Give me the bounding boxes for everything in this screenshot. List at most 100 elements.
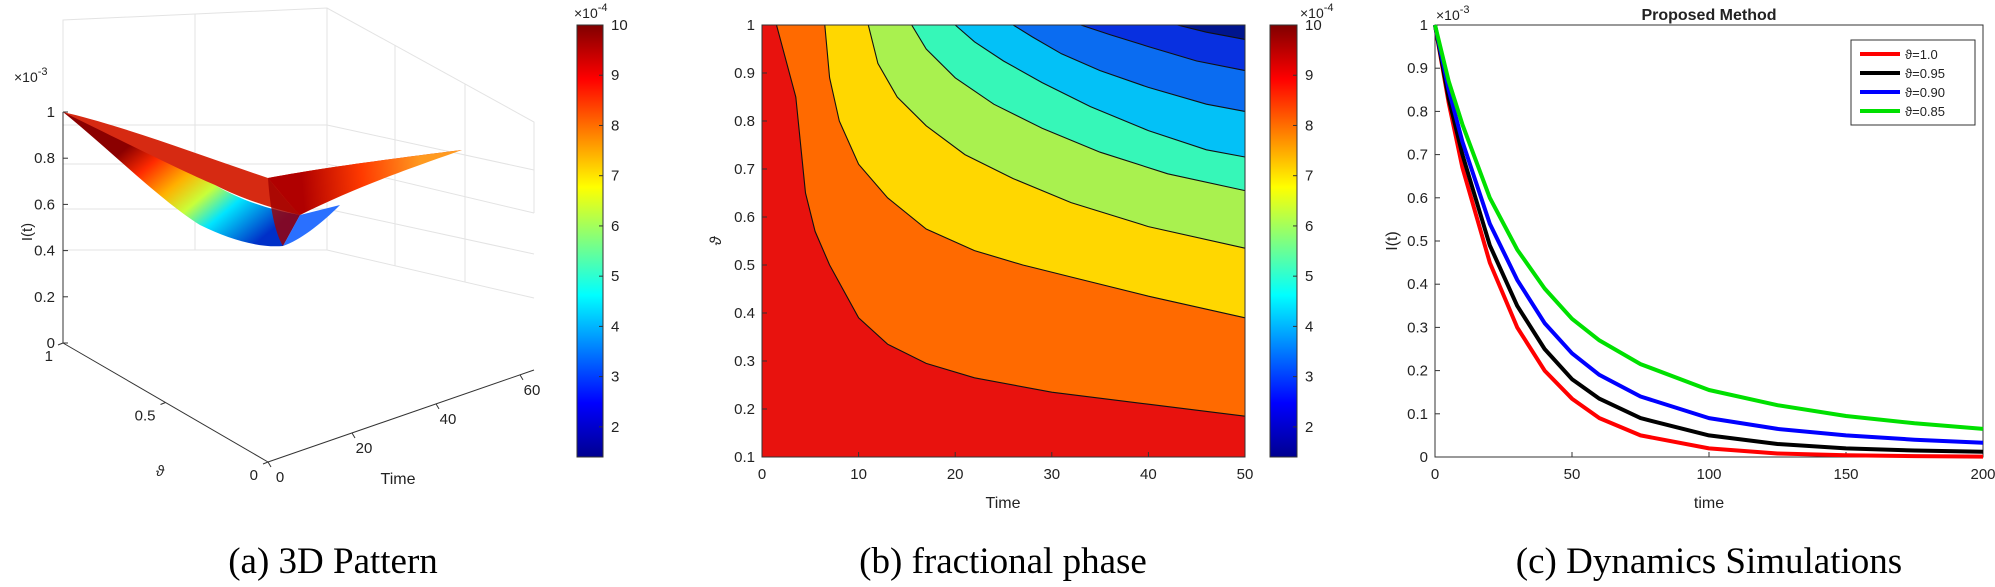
- time-tick-mark: [267, 461, 272, 468]
- contour-line-2: [1177, 24, 1246, 40]
- y-tick-label: 0.9: [1407, 60, 1428, 77]
- time-tick-mark: [435, 403, 440, 410]
- series-lines: [1433, 24, 1984, 459]
- x-axis-label: Time: [986, 495, 1021, 512]
- x-tick-label: 0: [758, 466, 766, 483]
- colorbar-tick-label: 8: [1305, 117, 1313, 134]
- caption-a: (a) 3D Pattern: [228, 541, 438, 582]
- colorbar-tick-label: 10: [1305, 17, 1322, 34]
- colorbar-b-exponent: ×10-4: [1300, 2, 1334, 21]
- colorbar-tick-label: 6: [611, 218, 619, 235]
- contour-line-3: [1080, 24, 1246, 72]
- y-tick-labels: 0 0.1 0.2 0.3 0.4 0.5 0.6 0.7 0.8 0.9 1: [1407, 17, 1440, 466]
- colorbar-tick-label: 5: [611, 268, 619, 285]
- x-tick-labels: 0 10 20 30 40 50: [758, 452, 1254, 483]
- series-line-1: [1433, 24, 1984, 454]
- contour-line-7: [867, 24, 1246, 249]
- x-tick-label: 40: [1140, 466, 1157, 483]
- y-tick-label: 0.4: [734, 305, 755, 322]
- theta-tick-label: 0.5: [135, 408, 156, 425]
- y-tick-labels: 0.1 0.2 0.3 0.4 0.5 0.6 0.7 0.8 0.9 1: [734, 17, 767, 466]
- legend-label-3: ϑ=0.85: [1905, 104, 1945, 119]
- y-axis-label: ϑ: [708, 235, 725, 245]
- y-tick-label: 0.6: [1407, 190, 1428, 207]
- x-tick-label: 150: [1833, 466, 1858, 483]
- x-tick-label: 100: [1696, 466, 1721, 483]
- x-tick-label: 200: [1970, 466, 1995, 483]
- contour-fills: [762, 25, 1245, 457]
- series-line-2: [1433, 24, 1984, 445]
- y-tick-label: 0.1: [734, 449, 755, 466]
- caption-b: (b) fractional phase: [859, 541, 1147, 582]
- panel-b-contour: 0 10 20 30 40 50 0.1 0.2 0.3 0.4 0.5 0.6 0.7 0.8 0.9 1…: [708, 2, 1334, 512]
- colorbar-tick-label: 3: [1305, 369, 1313, 386]
- z-tick-label: 0.6: [34, 196, 55, 213]
- colorbar-a-exponent: ×10-4: [574, 2, 608, 21]
- y-tick-label: 1: [1420, 17, 1428, 34]
- y-tick-label: 0: [1420, 449, 1428, 466]
- colorbar-tick-label: 2: [611, 419, 619, 436]
- theta-tick-mark: [160, 402, 166, 405]
- contour-line-6: [911, 24, 1246, 192]
- theta-tick-label: 1: [45, 348, 53, 365]
- contour-region-3: [1080, 25, 1245, 71]
- y-tick-label: 0.2: [734, 401, 755, 418]
- x-tick-label: 50: [1564, 466, 1581, 483]
- y-tick-label: 0.5: [1407, 233, 1428, 250]
- x-tick-label: 0: [1431, 466, 1439, 483]
- contour-lines: [775, 24, 1246, 417]
- surface-patch-right: [268, 150, 462, 215]
- contour-line-8: [824, 24, 1246, 319]
- surface-patch-fold: [268, 178, 300, 246]
- legend-label-1: ϑ=0.95: [1905, 66, 1945, 81]
- z-axis-label: I(t): [19, 223, 36, 241]
- theta-tick-label: 0: [250, 467, 258, 484]
- y-tick-label: 0.3: [1407, 319, 1428, 336]
- z-tick-label: 0.8: [34, 150, 55, 167]
- surface: [63, 112, 462, 247]
- time-tick-label: 20: [356, 440, 373, 457]
- time-tick-label: 40: [440, 411, 457, 428]
- y-tick-label: 0.4: [1407, 276, 1428, 293]
- y-axis-label: I(t): [1384, 231, 1401, 251]
- surface-patch-left: [63, 112, 300, 247]
- colorbar-a: 2 3 4 5 6 7 8 9 10 ×10-4: [574, 2, 628, 458]
- colorbar-tick-label: 2: [1305, 419, 1313, 436]
- colorbar-tick-label: 9: [1305, 67, 1313, 84]
- y-tick-label: 0.7: [1407, 147, 1428, 164]
- z-tick-label: 1: [47, 104, 55, 121]
- y-tick-label: 1: [747, 17, 755, 34]
- colorbar-tick-label: 4: [611, 318, 619, 335]
- colorbar-tick-label: 4: [1305, 318, 1313, 335]
- colorbar-tick-label: 5: [1305, 268, 1313, 285]
- panel-c-lines: 0 50 100 150 200 0 0.1 0.2 0.3 0.4 0.5 0.6 0.7 0.8 0.…: [1384, 4, 1995, 512]
- y-tick-label: 0.5: [734, 257, 755, 274]
- colorbar-tick-label: 9: [611, 67, 619, 84]
- time-tick-label: 0: [276, 469, 284, 486]
- y-tick-label: 0.1: [1407, 406, 1428, 423]
- y-tick-label: 0.3: [734, 353, 755, 370]
- colorbar-tick-label: 7: [611, 168, 619, 185]
- y-exponent: ×10-3: [1436, 4, 1470, 23]
- x-axis-label: time: [1694, 495, 1724, 512]
- colorbar-tick-label: 7: [1305, 168, 1313, 185]
- chart-title: Proposed Method: [1641, 7, 1776, 24]
- theta-tick-mark: [262, 461, 269, 465]
- y-tick-label: 0.6: [734, 209, 755, 226]
- time-tick-mark: [519, 374, 524, 381]
- y-tick-label: 0.7: [734, 161, 755, 178]
- legend-label-2: ϑ=0.90: [1905, 85, 1945, 100]
- time-tick-label: 60: [524, 382, 541, 399]
- series-line-3: [1433, 24, 1984, 431]
- theta-tick-mark: [57, 342, 64, 346]
- x-tick-label: 20: [947, 466, 964, 483]
- contour-line-4: [1012, 24, 1246, 112]
- legend-entries: ϑ=1.0 ϑ=0.95 ϑ=0.90 ϑ=0.85: [1860, 47, 1945, 119]
- time-axis-label: Time: [381, 471, 416, 488]
- legend: ϑ=1.0 ϑ=0.95 ϑ=0.90 ϑ=0.85: [1850, 39, 1976, 126]
- theta-axis-label: ϑ: [156, 463, 165, 480]
- surface-patch-front: [283, 205, 340, 246]
- theta-tick-labels: 00.51: [45, 342, 269, 484]
- x-tick-label: 50: [1237, 466, 1254, 483]
- x-tick-label: 10: [850, 466, 867, 483]
